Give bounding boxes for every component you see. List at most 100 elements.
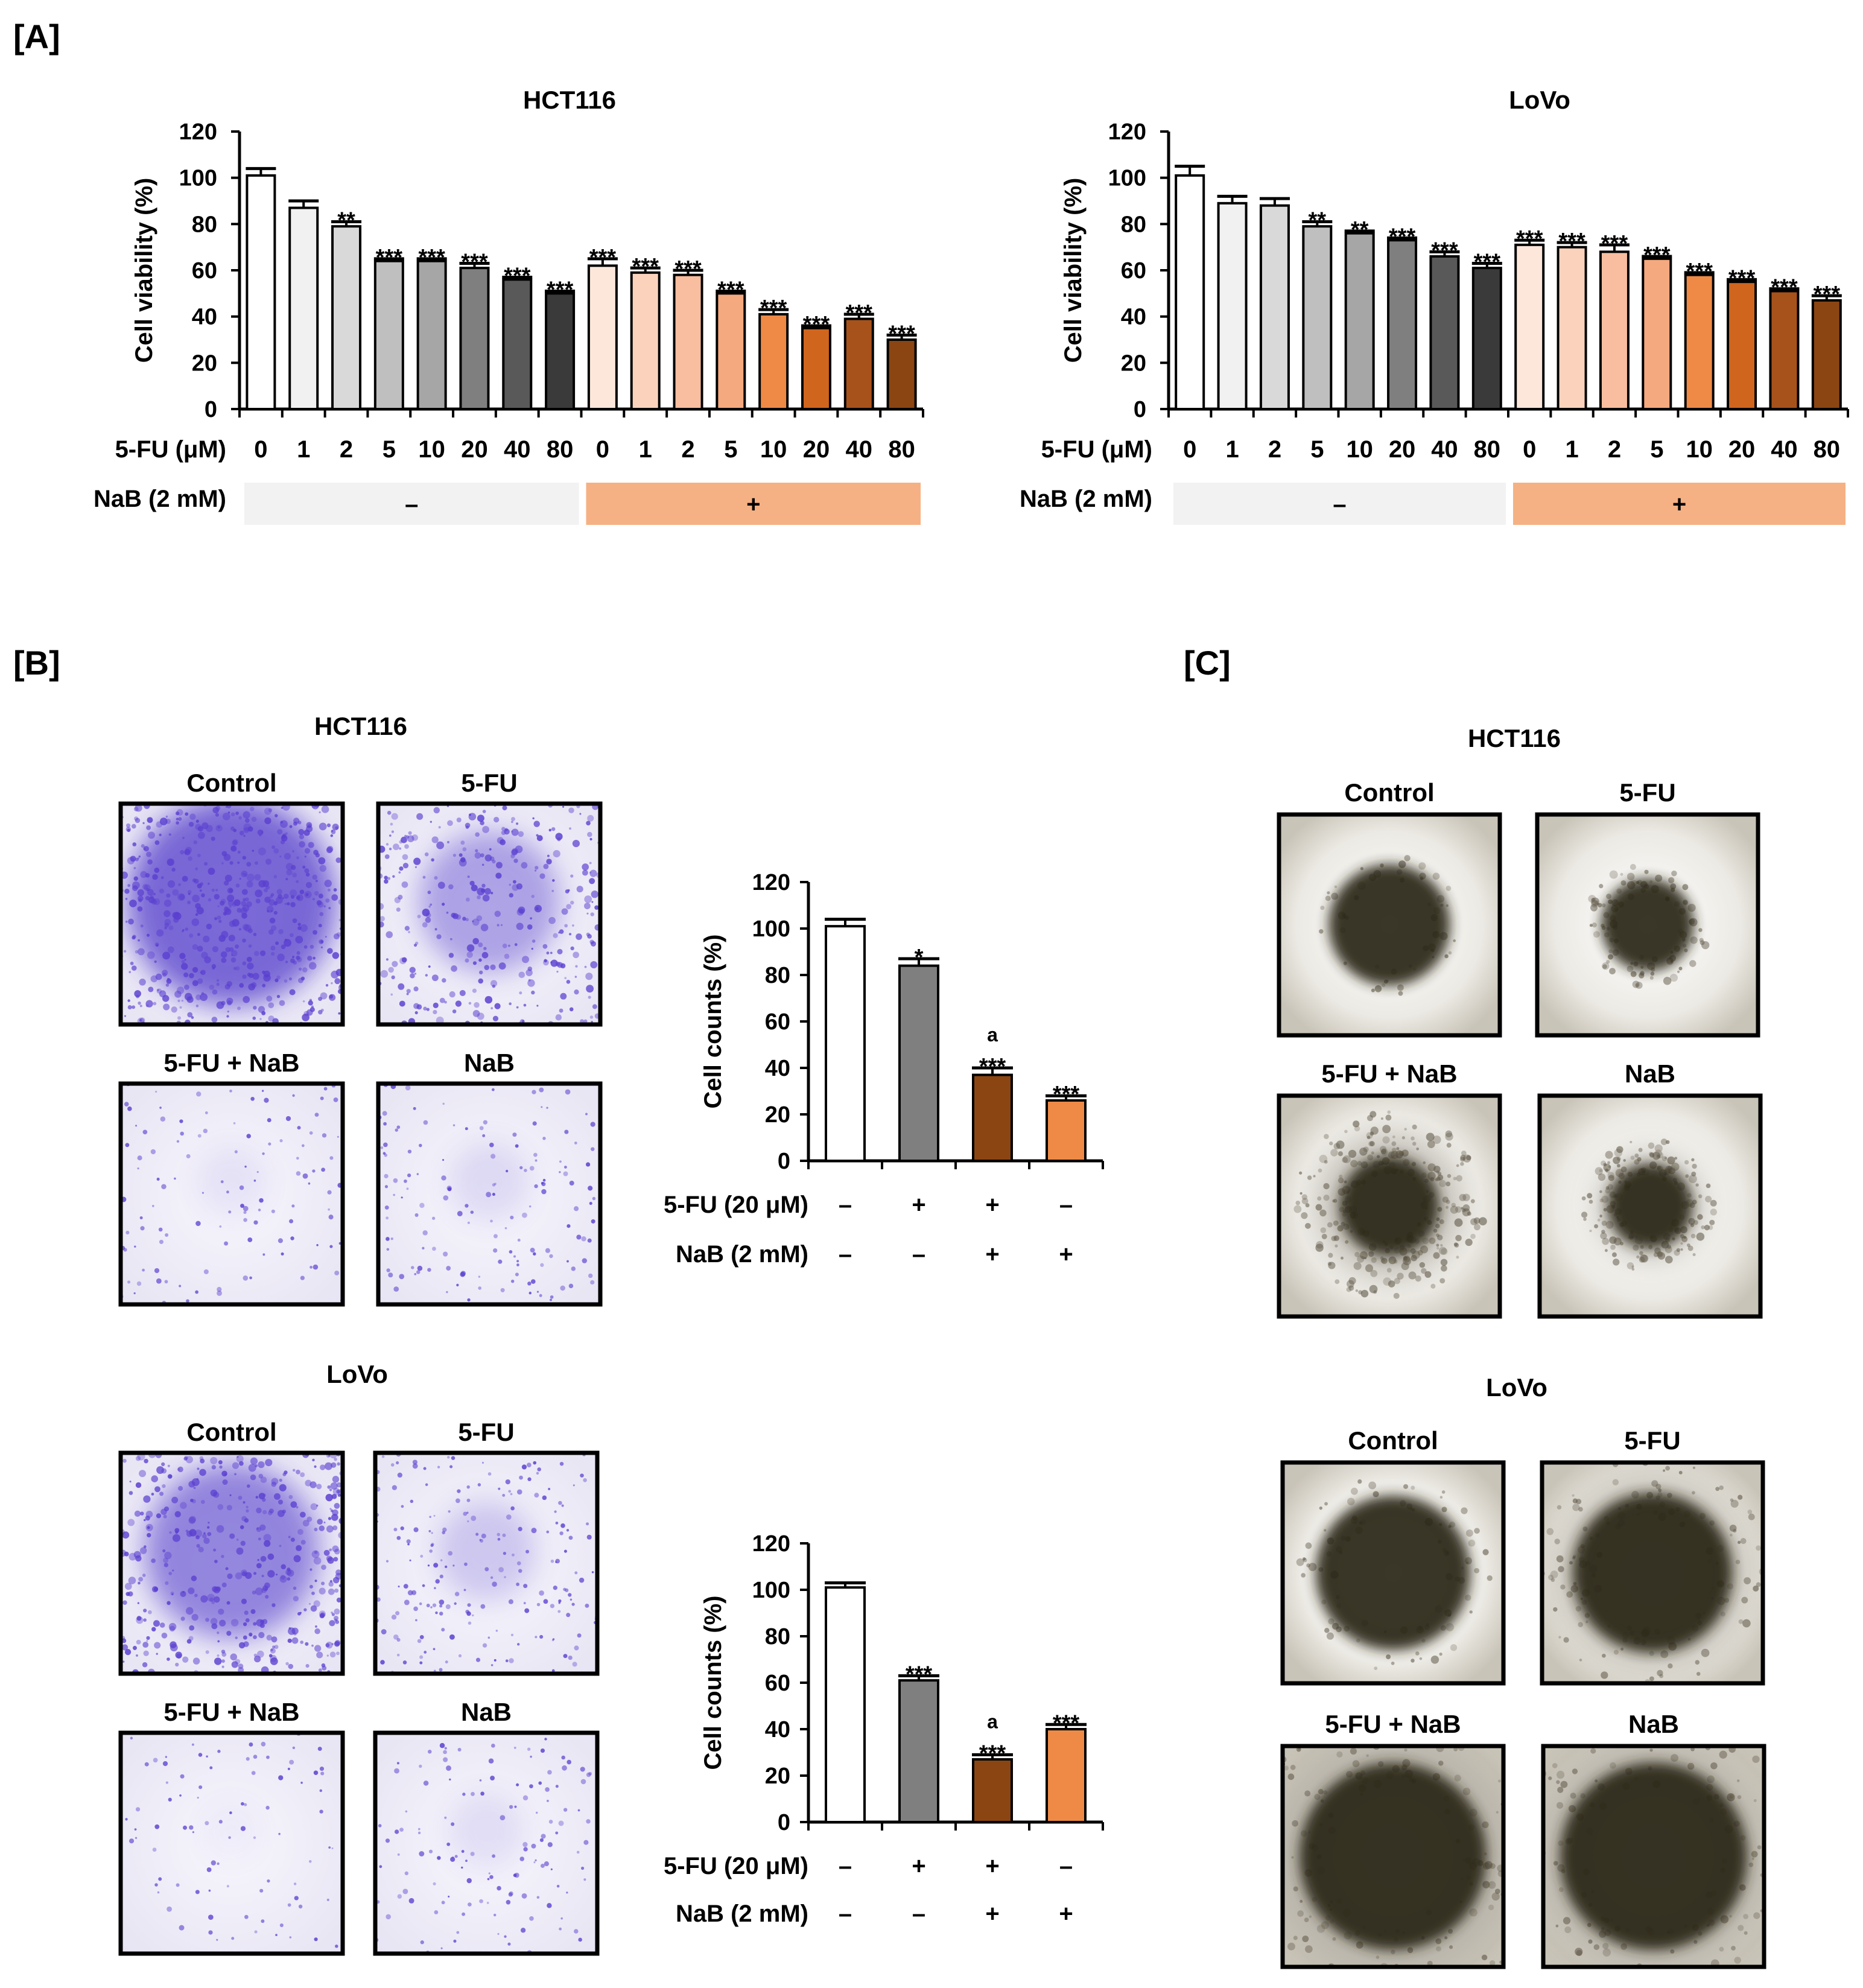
cell-cluster — [1526, 1901, 1530, 1905]
cell-cluster — [1360, 867, 1363, 871]
stained-cell — [490, 1776, 495, 1780]
stained-cell — [543, 1599, 548, 1604]
cell-cluster — [1521, 1875, 1528, 1881]
stained-cell — [441, 1175, 446, 1181]
stained-cell — [328, 1588, 335, 1595]
stained-cell — [592, 1196, 596, 1201]
y-tick-label: 40 — [765, 1056, 790, 1081]
stained-cell — [186, 996, 194, 1003]
cell-cluster — [1677, 970, 1680, 973]
category-label: 20 — [1389, 436, 1416, 463]
stained-cell — [159, 1239, 163, 1244]
stained-cell — [261, 1587, 267, 1593]
stained-cell — [465, 958, 469, 963]
stained-cell — [578, 1937, 582, 1942]
stained-cell — [299, 834, 305, 839]
stained-cell — [197, 826, 203, 832]
panel-c-hct116-title: HCT116 — [1468, 724, 1561, 752]
stained-cell — [586, 912, 589, 915]
stained-cell — [239, 983, 244, 988]
cell-cluster — [1369, 1111, 1377, 1118]
stained-cell — [243, 924, 249, 931]
stained-cell — [142, 1129, 148, 1135]
stained-cell — [162, 1761, 168, 1767]
stained-cell — [521, 1464, 527, 1470]
stained-cell — [170, 1591, 174, 1596]
stained-cell — [563, 1549, 567, 1553]
stained-cell — [316, 1484, 322, 1490]
stained-cell — [123, 950, 127, 953]
stained-cell — [386, 1268, 390, 1272]
cell-cluster — [1589, 1230, 1592, 1233]
stained-cell — [433, 1514, 436, 1517]
cell-cluster — [1756, 1582, 1761, 1587]
stained-cell — [295, 935, 303, 944]
stained-cell — [319, 822, 327, 831]
cell-cluster — [1355, 1289, 1359, 1292]
cell-cluster — [1482, 1549, 1489, 1555]
stained-cell — [161, 1632, 168, 1639]
group-symbol: – — [1333, 491, 1346, 518]
stained-cell — [328, 1581, 334, 1587]
stained-cell — [300, 1782, 303, 1784]
stained-cell — [124, 1648, 132, 1656]
stained-cell — [590, 1122, 595, 1127]
stained-cell — [129, 900, 137, 907]
category-label: 0 — [1523, 436, 1536, 463]
stained-cell — [256, 1650, 264, 1658]
stained-cell — [257, 829, 264, 836]
panel-label-c: [C] — [1184, 644, 1231, 682]
stained-cell — [471, 1791, 475, 1796]
stained-cell — [195, 1890, 200, 1894]
stained-cell — [263, 1534, 271, 1542]
stained-cell — [189, 813, 196, 820]
stained-cell — [172, 889, 179, 896]
stained-cell — [230, 812, 235, 816]
stained-cell — [300, 1472, 305, 1478]
stained-cell — [265, 885, 270, 890]
stained-cell — [468, 1002, 472, 1005]
bar — [331, 225, 362, 410]
stained-cell — [490, 964, 496, 970]
panel-b-hct116-title: HCT116 — [314, 712, 407, 740]
cell-cluster — [1369, 1285, 1378, 1294]
stained-cell — [249, 806, 255, 811]
stained-cell — [487, 1472, 492, 1476]
row1-symbol: – — [839, 1192, 852, 1218]
stained-cell — [568, 1655, 573, 1660]
stained-cell — [278, 1238, 283, 1243]
stained-cell — [441, 1628, 445, 1632]
stained-cell — [276, 1574, 278, 1576]
stained-cell — [255, 1587, 263, 1596]
stained-cell — [138, 1577, 144, 1582]
stained-cell — [550, 951, 553, 954]
stained-cell — [586, 1522, 589, 1526]
stained-cell — [132, 1645, 138, 1650]
bar — [1471, 267, 1502, 410]
y-tick-label: 80 — [765, 963, 790, 988]
cell-cluster — [1430, 1656, 1439, 1664]
stained-cell — [137, 906, 143, 912]
stained-cell — [255, 1496, 259, 1499]
stained-cell — [577, 1809, 580, 1812]
stained-cell — [310, 1605, 317, 1612]
stained-cell — [424, 1651, 427, 1654]
stained-cell — [336, 1482, 342, 1488]
row2-symbol: + — [1059, 1901, 1073, 1927]
stained-cell — [325, 1643, 330, 1648]
stained-cell — [164, 923, 170, 928]
stained-cell — [151, 1475, 159, 1482]
cell-cluster — [1301, 1198, 1309, 1205]
stained-cell — [529, 1166, 535, 1171]
stained-cell — [244, 818, 250, 823]
stained-cell — [329, 1651, 336, 1658]
stained-cell — [182, 1656, 189, 1663]
cell-cluster — [1454, 1242, 1459, 1248]
cell-cluster — [1572, 1504, 1580, 1511]
stained-cell — [312, 1169, 316, 1173]
stained-cell — [535, 1811, 538, 1814]
stained-cell — [300, 924, 308, 932]
stained-cell — [309, 1568, 313, 1571]
stained-cell — [488, 1872, 490, 1875]
stained-cell — [158, 1877, 162, 1881]
